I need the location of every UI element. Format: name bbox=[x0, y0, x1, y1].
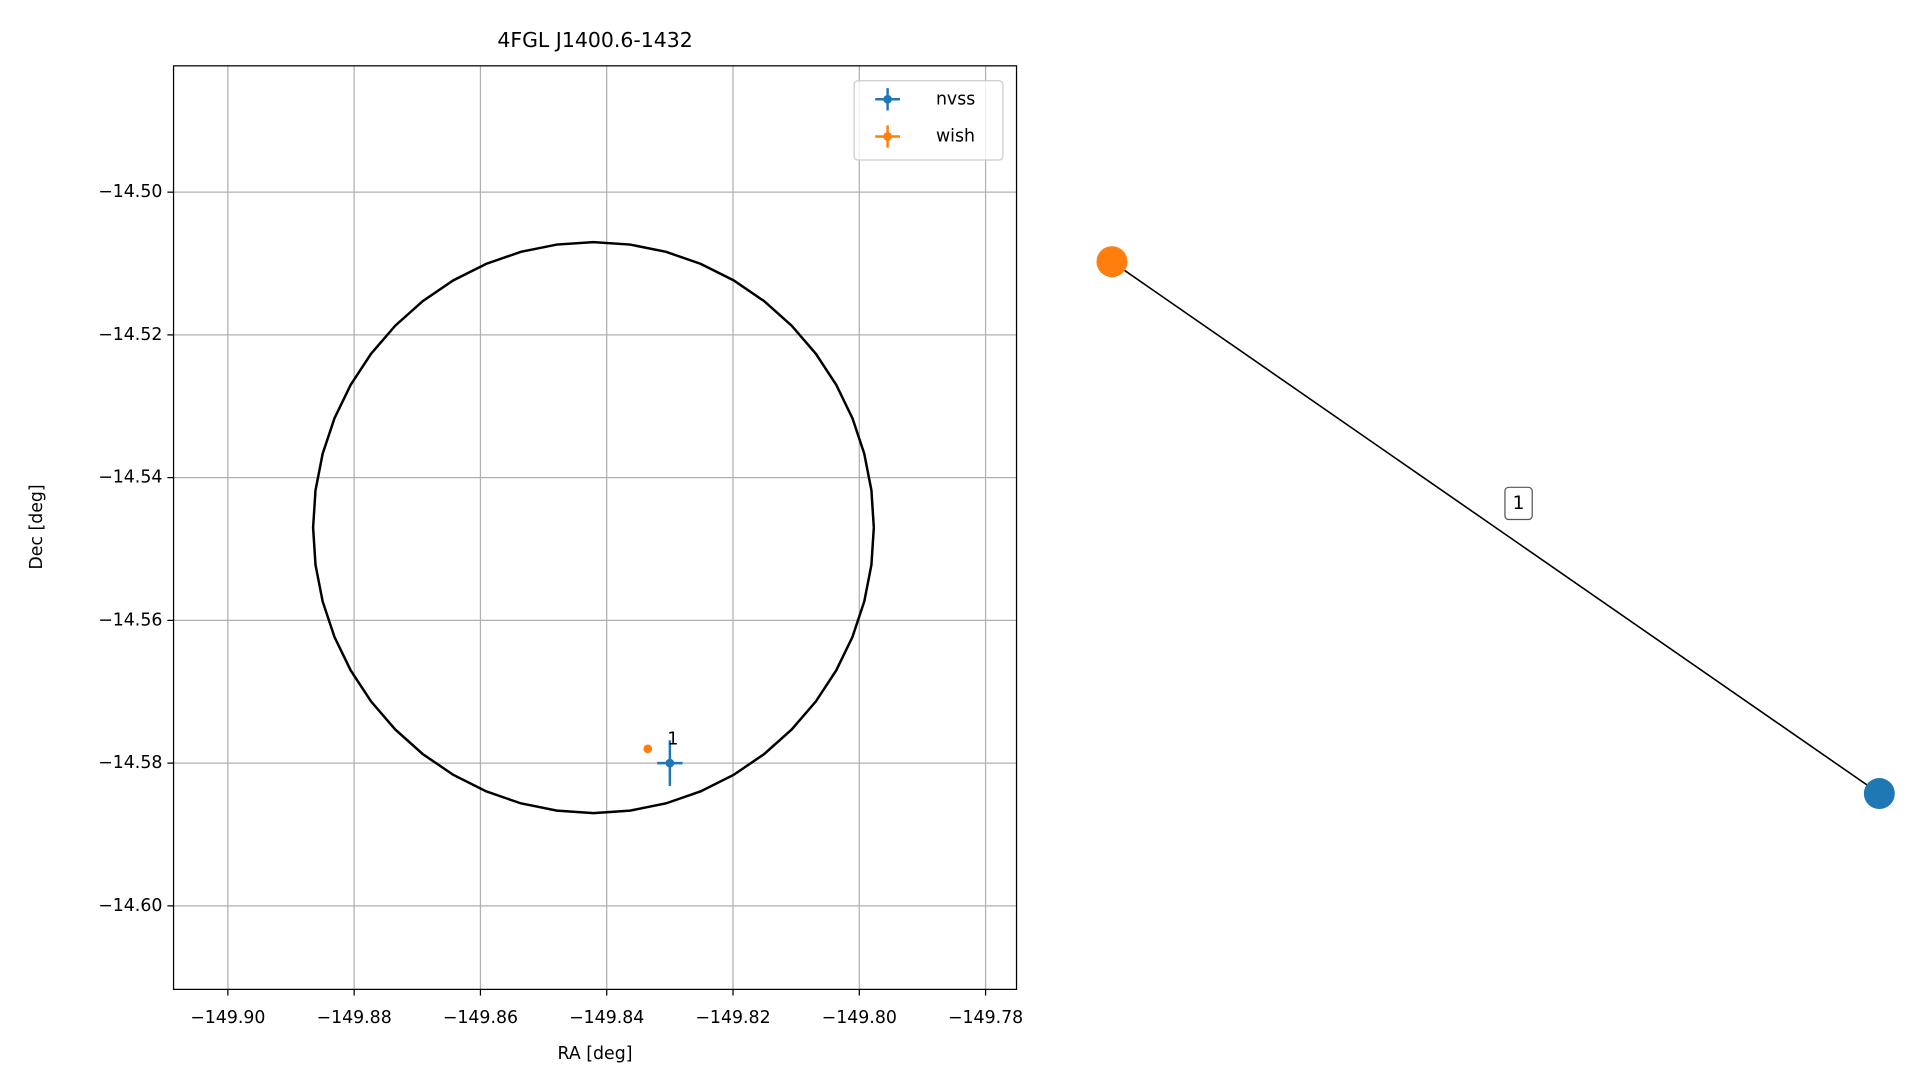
x-tick-label: −149.90 bbox=[190, 1008, 265, 1028]
x-tick-label: −149.82 bbox=[695, 1008, 770, 1028]
y-axis-label: Dec [deg] bbox=[27, 484, 47, 569]
point-label: 1 bbox=[667, 730, 678, 750]
y-tick-label: −14.52 bbox=[98, 325, 162, 345]
x-tick-label: −149.86 bbox=[443, 1008, 518, 1028]
x-tick-label: −149.84 bbox=[569, 1008, 644, 1028]
network-graph: 1 bbox=[1096, 246, 1895, 810]
y-tick-label: −14.58 bbox=[98, 753, 162, 773]
legend-label: wish bbox=[936, 126, 975, 146]
x-tick-label: −149.80 bbox=[822, 1008, 897, 1028]
y-tick-label: −14.56 bbox=[98, 610, 162, 630]
legend-label: nvss bbox=[936, 89, 975, 109]
graph-edge bbox=[1111, 261, 1880, 795]
y-tick-label: −14.50 bbox=[98, 182, 162, 202]
data-point bbox=[643, 744, 653, 754]
x-tick-label: −149.88 bbox=[317, 1008, 392, 1028]
y-tick-label: −14.54 bbox=[98, 468, 162, 488]
edge-label-box bbox=[1504, 486, 1533, 521]
y-tick-label: −14.60 bbox=[98, 896, 162, 916]
data-point bbox=[665, 758, 675, 768]
edge-label: 1 bbox=[1513, 493, 1525, 514]
graph-node bbox=[1863, 778, 1895, 810]
legend-icon bbox=[883, 132, 892, 141]
chart-title: 4FGL J1400.6-1432 bbox=[497, 28, 692, 52]
legend-icon bbox=[883, 94, 892, 104]
graph-node bbox=[1096, 246, 1128, 278]
legend-box bbox=[853, 80, 1004, 161]
plot-frame bbox=[172, 65, 1018, 990]
legend: nvss wish bbox=[853, 80, 1004, 161]
x-axis-label: RA [deg] bbox=[558, 1044, 633, 1064]
x-tick-label: −149.78 bbox=[948, 1008, 1023, 1028]
localization-ellipse bbox=[311, 240, 876, 815]
plot-area: −149.90 −149.88 −149.86 −149.84 −149.82 −149.… bbox=[98, 65, 1023, 1028]
